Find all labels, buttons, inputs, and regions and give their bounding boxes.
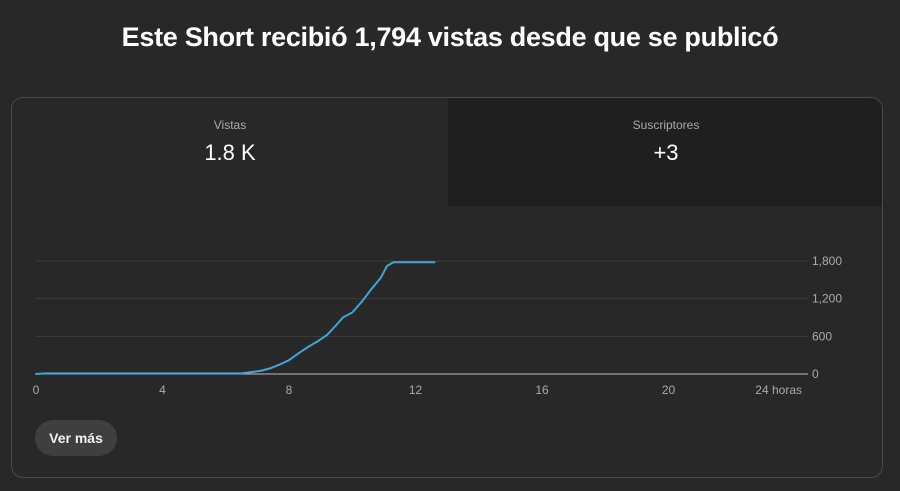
analytics-card: Vistas 1.8 K Suscriptores +3 0 600 1,200 1,…	[11, 97, 883, 478]
x-tick-label: 0	[33, 383, 40, 397]
y-tick-label: 1,800	[812, 254, 842, 268]
x-tick-label: 8	[286, 383, 293, 397]
page-title: Este Short recibió 1,794 vistas desde qu…	[121, 22, 779, 52]
x-tick-label: 20	[662, 383, 676, 397]
x-tick-label: 12	[409, 383, 423, 397]
see-more-button[interactable]: Ver más	[35, 420, 117, 456]
y-tick-label: 1,200	[812, 292, 842, 306]
views-label: Vistas	[213, 118, 247, 132]
tab-subscribers[interactable]: Suscriptores +3	[448, 98, 882, 206]
subscribers-value: +3	[653, 140, 679, 165]
tab-views[interactable]: Vistas 1.8 K	[12, 98, 448, 206]
subscribers-label: Suscriptores	[632, 118, 700, 132]
x-tick-label: 16	[535, 383, 549, 397]
views-series-line	[35, 261, 436, 375]
x-tick-label: 24 horas	[755, 383, 802, 397]
x-tick-label: 4	[159, 383, 166, 397]
y-tick-label: 600	[812, 329, 832, 343]
y-tick-label: 0	[812, 367, 819, 381]
views-line-chart: 0 600 1,200 1,800 0 4 8 12 16 20 24 horas	[33, 254, 843, 397]
views-value: 1.8 K	[204, 140, 256, 165]
